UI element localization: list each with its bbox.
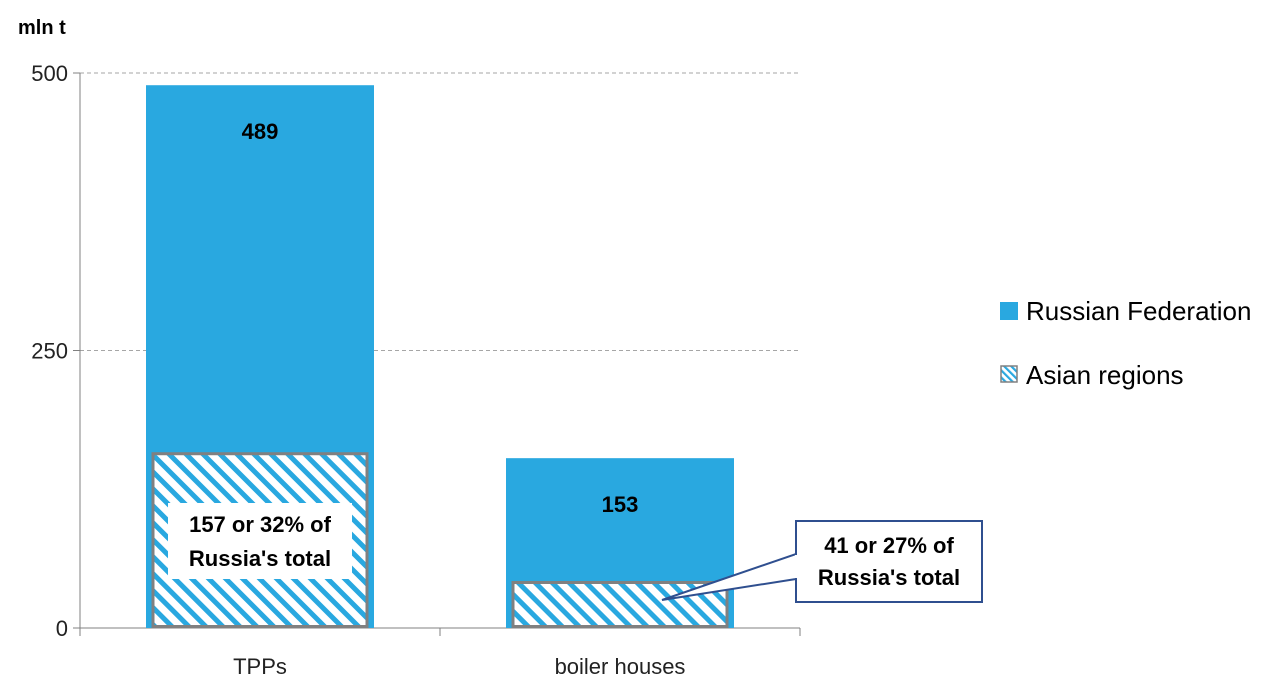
legend-swatch-russian-federation [1000, 302, 1018, 320]
unit-label: mln t [18, 17, 66, 39]
legend-item-asian-regions: Asian regions [1000, 360, 1184, 390]
data-label-russian-federation: 153 [602, 492, 639, 517]
category-label: boiler houses [555, 654, 686, 679]
y-tick-label: 250 [31, 339, 68, 364]
legend: Russian Federation Asian regions [1000, 296, 1251, 390]
category-label: TPPs [233, 654, 287, 679]
annotation-box-tpps [168, 503, 352, 579]
y-tick-labels: 0 250 500 [31, 61, 68, 641]
data-labels: 489 153 [242, 119, 639, 517]
annotation-pointer-joint [795, 555, 799, 578]
category-labels: TPPs boiler houses [233, 654, 685, 679]
annotations: 157 or 32% of Russia's total 41 or 27% of R… [168, 503, 983, 603]
legend-item-russian-federation: Russian Federation [1000, 296, 1251, 326]
annotation-box-boiler-houses [795, 520, 983, 603]
annotation-text-boiler-houses-line1: 41 or 27% of [824, 533, 954, 558]
legend-swatch-asian-regions [1000, 365, 1018, 383]
legend-label-asian-regions: Asian regions [1026, 360, 1184, 390]
annotation-text-tpps-line2: Russia's total [189, 546, 331, 571]
annotation-text-tpps-line1: 157 or 32% of [189, 512, 332, 537]
annotation-text-boiler-houses-line2: Russia's total [818, 565, 960, 590]
y-tick-label: 0 [56, 616, 68, 641]
legend-label-russian-federation: Russian Federation [1026, 296, 1251, 326]
y-tick-label: 500 [31, 61, 68, 86]
data-label-russian-federation: 489 [242, 119, 279, 144]
